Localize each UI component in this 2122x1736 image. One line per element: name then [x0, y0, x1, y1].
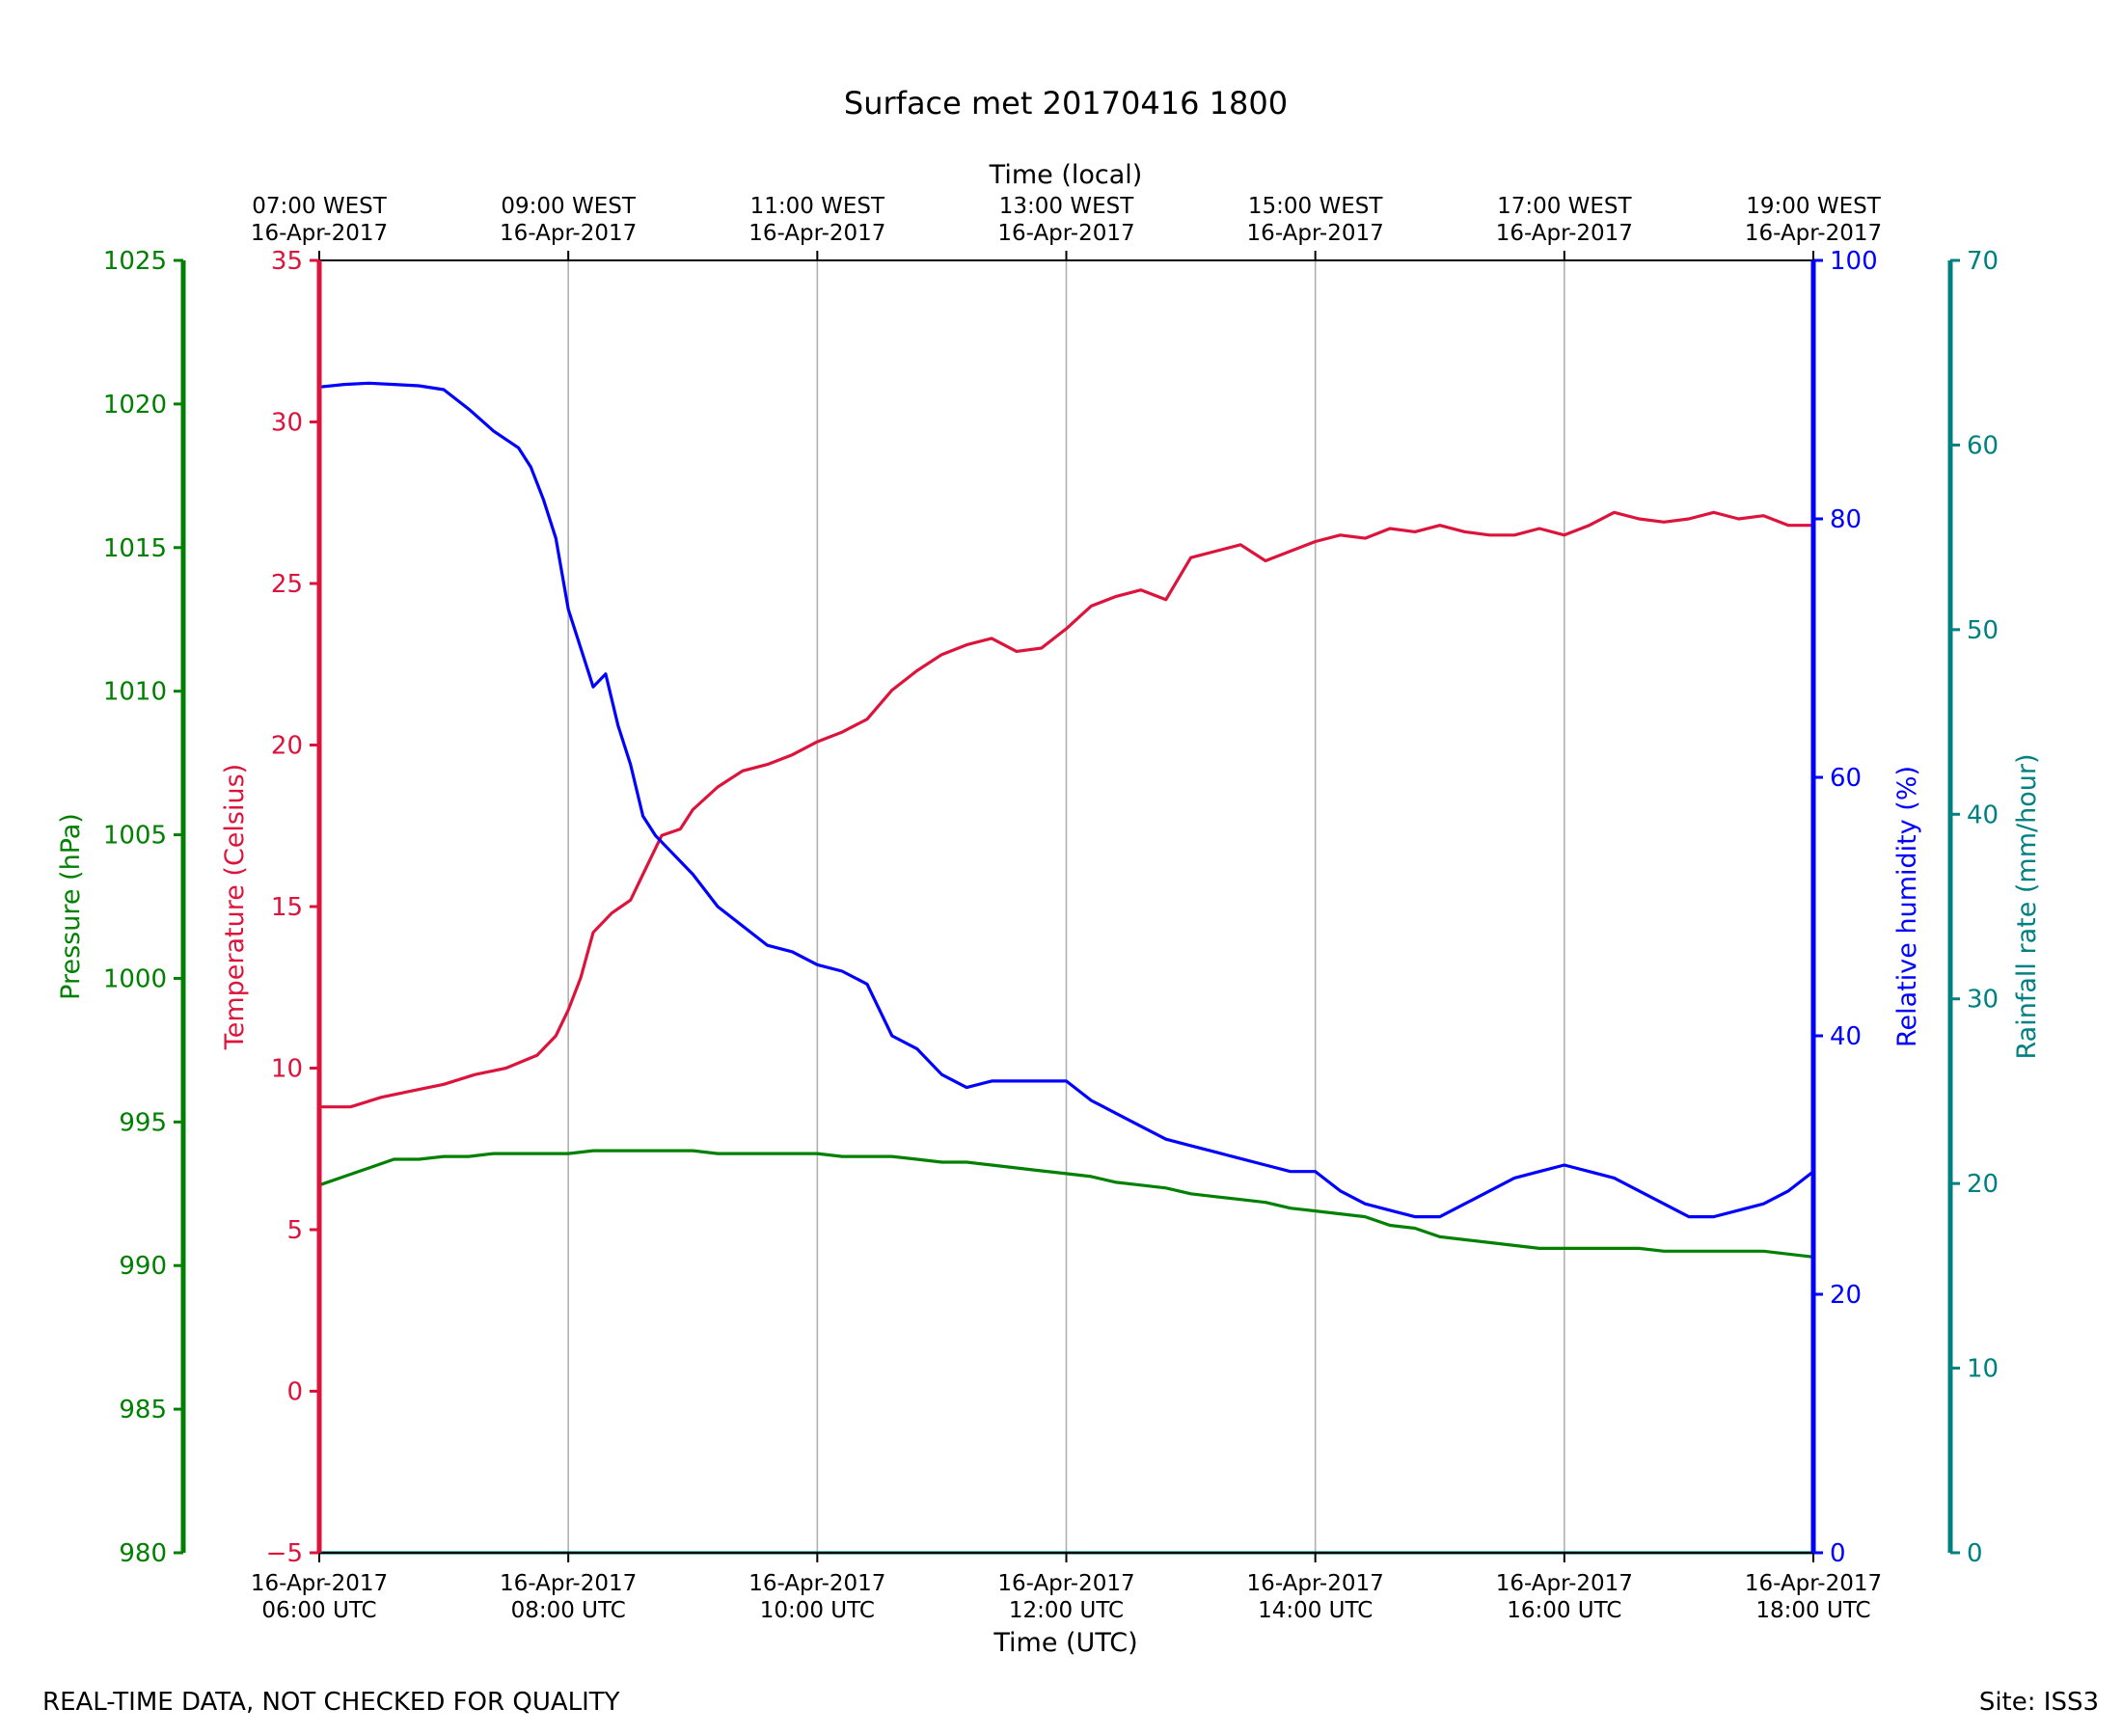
x-tick-label-time: 12:00 UTC	[1009, 1598, 1124, 1623]
x-tick-label-date: 16-Apr-2017	[1496, 1571, 1633, 1596]
x-tick-label-time: 10:00 UTC	[760, 1598, 875, 1623]
pressure-tick-label: 1015	[103, 534, 167, 563]
pressure-tick-label: 995	[119, 1108, 167, 1137]
chart-title: Surface met 20170416 1800	[844, 85, 1288, 122]
pressure-axis-label: Pressure (hPa)	[56, 813, 86, 1000]
humidity-tick-label: 40	[1830, 1022, 1862, 1051]
humidity-series-line	[318, 381, 1814, 1219]
top-tick-label-time: 07:00 WEST	[252, 194, 387, 219]
rainfall-axis-label: Rainfall rate (mm/hour)	[2012, 754, 2042, 1060]
pressure-tick-label: 1025	[103, 247, 167, 276]
x-gridlines	[567, 260, 1565, 1553]
pressure-tick-label: 985	[119, 1396, 167, 1424]
rainfall-tick-label: 30	[1967, 986, 1999, 1015]
humidity-tick-label: 20	[1830, 1281, 1862, 1310]
x-tick-label-date: 16-Apr-2017	[1745, 1571, 1882, 1596]
rainfall-tick-label: 20	[1967, 1170, 1999, 1199]
x-tick-label-time: 08:00 UTC	[511, 1598, 626, 1623]
pressure-series-line	[318, 1149, 1814, 1259]
top-tick-label-time: 19:00 WEST	[1746, 194, 1881, 219]
top-tick-label-date: 16-Apr-2017	[1496, 221, 1633, 246]
temperature-tick-label: 30	[271, 409, 303, 438]
temperature-tick-label: 25	[271, 570, 303, 599]
x-tick-label-date: 16-Apr-2017	[748, 1571, 885, 1596]
x-axis-label: Time (UTC)	[993, 1628, 1137, 1658]
top-tick-label-date: 16-Apr-2017	[1745, 221, 1882, 246]
top-tick-label-date: 16-Apr-2017	[748, 221, 885, 246]
x-tick-label-date: 16-Apr-2017	[997, 1571, 1134, 1596]
quality-disclaimer: REAL-TIME DATA, NOT CHECKED FOR QUALITY	[42, 1688, 620, 1717]
pressure-tick-label: 1020	[103, 391, 167, 420]
rainfall-tick-label: 0	[1967, 1539, 1983, 1568]
pressure-tick-label: 990	[119, 1252, 167, 1281]
top-tick-label-date: 16-Apr-2017	[500, 221, 637, 246]
x-tick-label-time: 06:00 UTC	[261, 1598, 376, 1623]
rainfall-tick-label: 70	[1967, 247, 1999, 276]
top-tick-label-date: 16-Apr-2017	[251, 221, 388, 246]
humidity-tick-label: 80	[1830, 505, 1862, 534]
humidity-tick-label: 60	[1830, 764, 1862, 793]
x-tick-label-time: 18:00 UTC	[1755, 1598, 1870, 1623]
humidity-axis-label: Relative humidity (%)	[1892, 766, 1922, 1047]
temperature-axis-label: Temperature (Celsius)	[220, 764, 250, 1050]
top-tick-label-time: 13:00 WEST	[999, 194, 1134, 219]
top-tick-label-date: 16-Apr-2017	[997, 221, 1134, 246]
pressure-tick-label: 1005	[103, 822, 167, 851]
x-tick-label-date: 16-Apr-2017	[251, 1571, 388, 1596]
temperature-tick-label: 35	[271, 247, 303, 276]
rainfall-tick-label: 40	[1967, 800, 1999, 829]
temperature-tick-label: 15	[271, 893, 303, 922]
pressure-tick-label: 1000	[103, 964, 167, 993]
pressure-tick-label: 980	[119, 1539, 167, 1568]
rainfall-tick-label: 50	[1967, 616, 1999, 645]
pressure-tick-label: 1010	[103, 678, 167, 707]
x-tick-label-time: 16:00 UTC	[1507, 1598, 1621, 1623]
top-tick-label-time: 09:00 WEST	[501, 194, 636, 219]
humidity-tick-label: 100	[1830, 247, 1878, 276]
temperature-tick-label: 20	[271, 732, 303, 761]
x-tick-label-time: 14:00 UTC	[1258, 1598, 1373, 1623]
rainfall-tick-label: 60	[1967, 431, 1999, 460]
humidity-tick-label: 0	[1830, 1539, 1846, 1568]
temperature-tick-label: 5	[286, 1216, 303, 1245]
site-label: Site: ISS3	[1978, 1688, 2099, 1717]
temperature-tick-label: 0	[286, 1378, 303, 1407]
top-tick-label-time: 11:00 WEST	[750, 194, 885, 219]
top-tick-label-date: 16-Apr-2017	[1247, 221, 1384, 246]
x-tick-label-date: 16-Apr-2017	[1247, 1571, 1384, 1596]
temperature-tick-label: −5	[266, 1539, 303, 1568]
rainfall-tick-label: 10	[1967, 1355, 1999, 1384]
temperature-tick-label: 10	[271, 1055, 303, 1084]
top-tick-label-time: 17:00 WEST	[1497, 194, 1632, 219]
top-tick-label-time: 15:00 WEST	[1248, 194, 1383, 219]
temperature-series-line	[319, 510, 1813, 1109]
x-tick-label-date: 16-Apr-2017	[500, 1571, 637, 1596]
top-axis-label: Time (local)	[989, 160, 1143, 190]
